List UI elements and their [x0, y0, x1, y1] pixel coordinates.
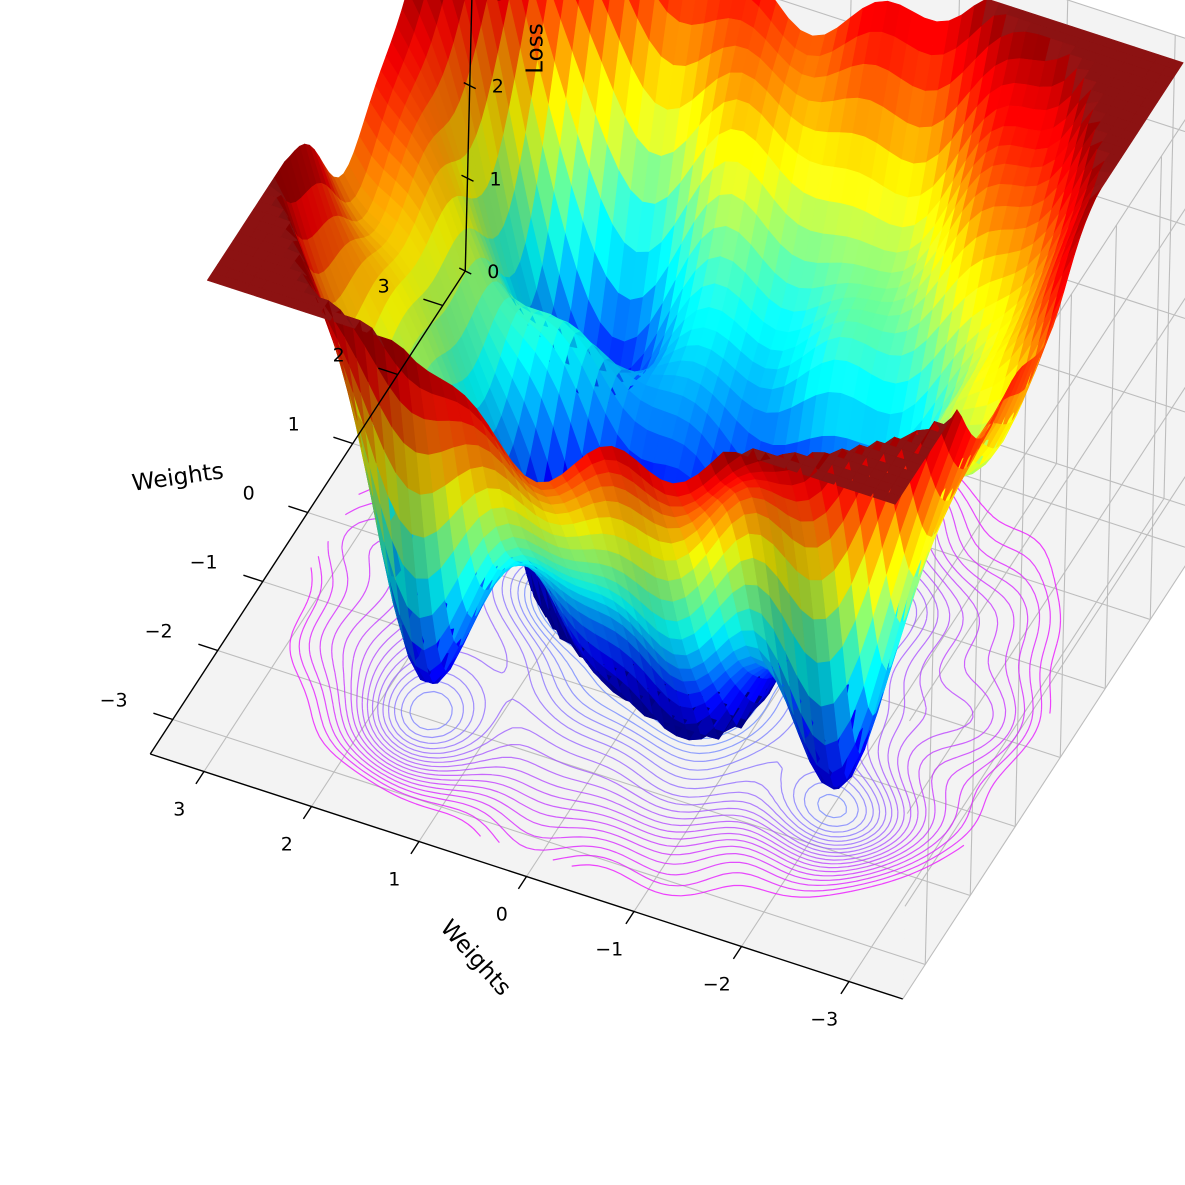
grid-line: [909, 297, 1185, 722]
y-tick-label: 1: [288, 413, 300, 435]
x-tick-mark: [840, 981, 850, 995]
grid-line: [902, 565, 1185, 1000]
z-tick-label: 3: [494, 0, 506, 5]
x-axis-label: Weights: [435, 915, 516, 1001]
x-tick-label: −3: [810, 1008, 838, 1030]
y-tick-label: −1: [190, 551, 218, 573]
surface-patch: [206, 272, 225, 285]
grid-line: [1014, 362, 1028, 827]
z-axis-label: Loss: [523, 23, 549, 73]
z-tick-mark: [463, 81, 477, 90]
y-tick-label: −3: [100, 689, 128, 711]
x-tick-label: 0: [496, 903, 508, 925]
grid-line: [924, 500, 938, 965]
x-tick-label: 2: [281, 833, 293, 855]
z-axis-line: [464, 0, 473, 272]
y-tick-mark: [198, 643, 218, 652]
y-tick-label: 3: [378, 275, 390, 297]
y-tick-mark: [333, 436, 353, 445]
grid-line: [969, 431, 983, 896]
surface-patch: [601, 0, 610, 14]
x-tick-mark: [732, 946, 743, 960]
x-tick-label: −2: [703, 973, 731, 995]
grid-line: [911, 208, 1185, 629]
x-tick-mark: [625, 911, 635, 925]
x-tick-mark: [517, 876, 528, 890]
y-tick-mark: [243, 574, 263, 583]
surface-patch: [553, 0, 564, 20]
y-axis-label: Weights: [130, 458, 225, 497]
z-tick-mark: [461, 174, 474, 182]
grid-line: [1065, 0, 1185, 39]
x-tick-label: 3: [173, 798, 185, 820]
z-tick-label: 0: [487, 261, 499, 283]
z-tick-label: 2: [492, 76, 504, 98]
surface-plot: [206, 0, 1184, 790]
grid-line: [904, 475, 1185, 907]
surface-patch: [521, 0, 529, 17]
x-tick-mark: [302, 806, 313, 820]
z-tick-mark: [458, 267, 472, 275]
x-tick-label: 1: [388, 868, 400, 890]
grid-line: [1104, 224, 1118, 689]
grid-line: [1149, 155, 1163, 620]
surface-patch: [411, 0, 424, 16]
y-tick-label: −2: [145, 620, 173, 642]
y-tick-mark: [378, 367, 398, 376]
y-tick-mark: [423, 298, 443, 307]
y-tick-mark: [288, 505, 308, 514]
y-tick-mark: [153, 712, 173, 721]
surface-patch: [474, 0, 487, 26]
y-tick-label: 0: [243, 482, 255, 504]
x-tick-mark: [410, 841, 420, 855]
surface-patch: [451, 0, 465, 23]
grid-line: [1163, 34, 1176, 499]
grid-line: [906, 386, 1185, 814]
z-tick-label: 1: [490, 168, 502, 190]
surface-patch: [535, 0, 547, 24]
x-tick-label: −1: [595, 938, 623, 960]
y-axis-line: [149, 270, 466, 755]
surface-patch: [439, 0, 444, 6]
grid-line: [1059, 293, 1073, 758]
axis-ticks: −3−3−2−2−1−100112233012345: [100, 0, 850, 1030]
x-tick-mark: [195, 771, 205, 785]
surface-patch: [496, 0, 509, 27]
y-tick-label: 2: [333, 344, 345, 366]
